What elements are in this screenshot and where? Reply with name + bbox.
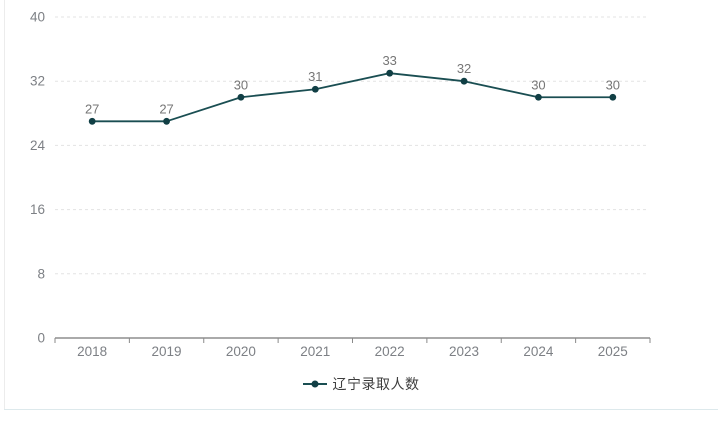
y-axis-label: 8 [37, 266, 45, 281]
y-axis-label: 0 [37, 331, 45, 346]
x-axis-label: 2018 [77, 344, 107, 359]
y-axis-label: 32 [30, 74, 45, 89]
data-point-label: 30 [531, 77, 545, 92]
data-point-label: 27 [85, 101, 99, 116]
data-point-marker [311, 85, 319, 93]
data-point-marker [386, 69, 394, 77]
x-axis-label: 2025 [598, 344, 628, 359]
data-point-marker [88, 117, 96, 125]
x-axis-label: 2019 [152, 344, 182, 359]
y-axis-label: 16 [30, 202, 45, 217]
panel-border-bottom [4, 409, 718, 410]
x-axis-label: 2024 [523, 344, 554, 359]
x-axis-label: 2022 [375, 344, 405, 359]
x-axis-label: 2023 [449, 344, 479, 359]
x-axis-label: 2020 [226, 344, 256, 359]
data-point-marker [163, 117, 170, 125]
data-point-label: 30 [606, 77, 620, 92]
y-axis-label: 24 [30, 138, 46, 153]
data-point-label: 32 [457, 61, 471, 76]
data-point-marker [237, 93, 245, 101]
data-point-marker [609, 93, 617, 101]
x-axis-label: 2021 [300, 344, 330, 359]
panel-border-left [4, 0, 5, 410]
data-point-label: 27 [159, 101, 173, 116]
series-line [92, 72, 613, 123]
data-point-label: 33 [382, 53, 396, 68]
legend-line-marker-icon [302, 380, 327, 388]
data-point-marker [460, 77, 468, 85]
data-point-label: 30 [234, 77, 248, 92]
y-axis-label: 40 [30, 10, 45, 25]
legend-item[interactable]: 辽宁录取人数 [0, 372, 722, 396]
data-point-marker [535, 93, 542, 101]
data-point-label: 31 [308, 69, 322, 84]
legend-label: 辽宁录取人数 [332, 376, 420, 392]
